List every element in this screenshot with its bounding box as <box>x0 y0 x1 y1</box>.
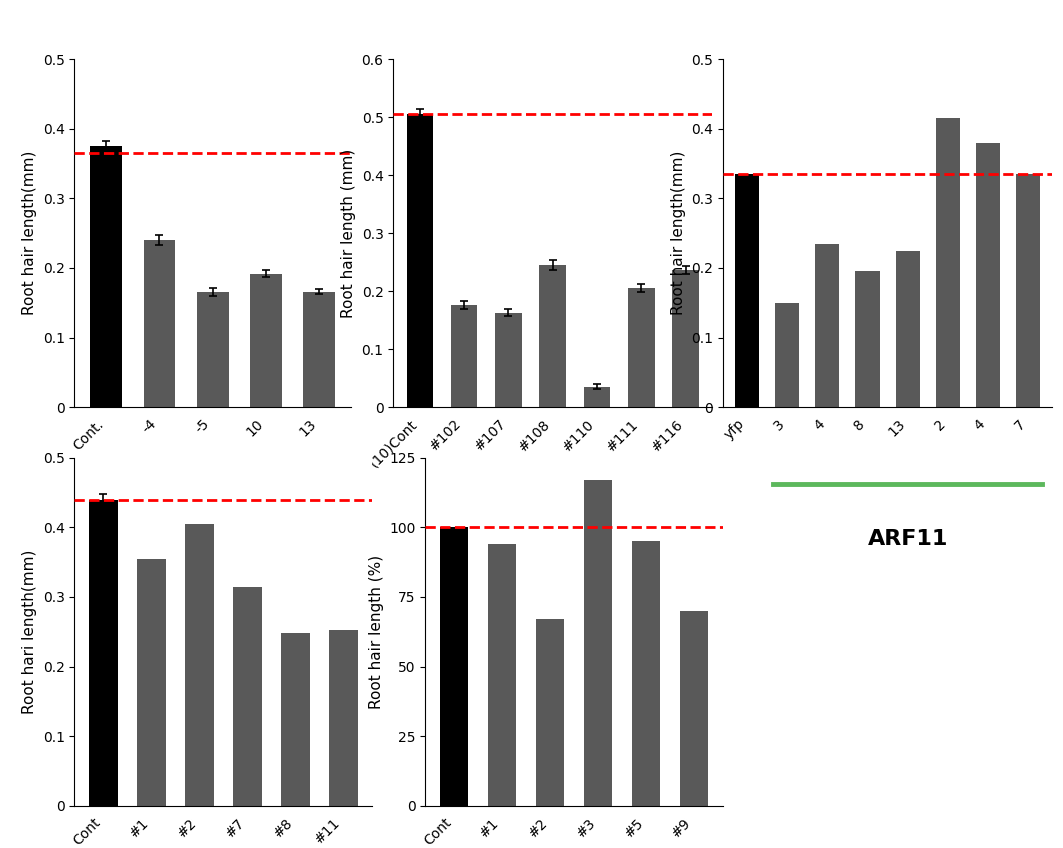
Bar <box>935 119 960 407</box>
Y-axis label: Root hair length (%): Root hair length (%) <box>369 555 384 709</box>
Bar <box>495 313 522 407</box>
Y-axis label: Root hari length(mm): Root hari length(mm) <box>22 550 37 714</box>
Bar <box>584 480 612 806</box>
Y-axis label: Root hair length(mm): Root hair length(mm) <box>671 151 686 315</box>
Bar <box>539 265 567 407</box>
Bar <box>976 142 1000 407</box>
Y-axis label: Root hair length (mm): Root hair length (mm) <box>341 148 356 318</box>
Text: ARF11: ARF11 <box>867 529 948 549</box>
Bar <box>185 524 214 806</box>
Bar <box>1016 174 1041 407</box>
Y-axis label: Root hair length(mm): Root hair length(mm) <box>22 151 37 315</box>
Bar <box>250 274 282 407</box>
Bar <box>281 633 309 806</box>
Bar <box>406 114 434 407</box>
Bar <box>328 630 357 806</box>
Bar <box>775 303 799 407</box>
Bar <box>856 271 879 407</box>
Bar <box>679 611 708 806</box>
Bar <box>90 146 122 407</box>
Bar <box>89 499 118 806</box>
Bar <box>144 240 175 407</box>
Bar <box>584 387 610 407</box>
Bar <box>440 527 469 806</box>
Bar <box>815 243 840 407</box>
Text: ARF10: ARF10 <box>535 529 615 549</box>
Bar <box>672 271 699 407</box>
Bar <box>137 559 166 806</box>
Bar <box>628 288 655 407</box>
Bar <box>536 619 564 806</box>
Bar <box>451 305 477 407</box>
Bar <box>631 541 660 806</box>
Text: ARF9: ARF9 <box>207 529 271 549</box>
Bar <box>233 587 261 806</box>
Bar <box>896 251 919 407</box>
Bar <box>303 292 335 407</box>
Bar <box>488 544 517 806</box>
Bar <box>735 174 759 407</box>
Bar <box>197 293 229 407</box>
